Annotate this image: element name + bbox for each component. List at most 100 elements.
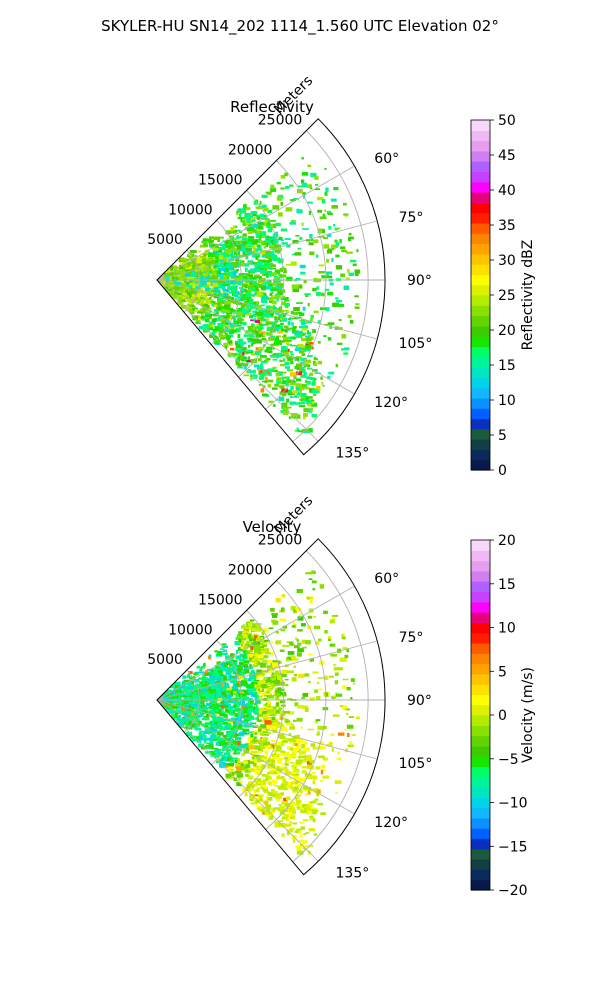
- radar-gate: [331, 748, 334, 753]
- colorbar-tick-label: 30: [498, 253, 516, 269]
- radar-gate: [194, 268, 200, 272]
- radar-gate: [321, 768, 326, 771]
- radar-gate: [250, 802, 258, 805]
- radar-gate: [232, 285, 239, 288]
- radar-gate: [269, 257, 272, 261]
- radar-gate: [163, 273, 168, 275]
- radar-gate: [330, 733, 335, 736]
- radar-gate: [227, 258, 235, 262]
- radar-gate: [176, 293, 183, 295]
- radar-gate: [263, 283, 267, 286]
- radar-gate: [251, 627, 255, 632]
- radar-gate: [276, 381, 283, 384]
- radar-gate: [264, 811, 270, 816]
- radar-gate: [339, 239, 342, 244]
- radar-gate: [178, 697, 182, 699]
- radar-gate: [258, 328, 262, 331]
- radar-gate: [352, 263, 357, 267]
- radar-gate: [229, 661, 235, 665]
- radar-gate: [218, 761, 226, 764]
- radar-gate: [262, 643, 267, 647]
- radar-gate: [257, 650, 262, 655]
- radar-gate: [224, 304, 231, 309]
- radar-gate: [202, 238, 208, 242]
- radar-gate: [341, 705, 348, 710]
- radar-gate: [292, 766, 295, 771]
- radar-gate: [166, 276, 172, 279]
- radar-gate: [235, 770, 242, 774]
- radar-gate: [217, 697, 223, 702]
- radar-gate: [205, 318, 210, 323]
- radar-gate: [286, 263, 292, 266]
- radar-gate: [298, 285, 303, 289]
- radar-gate: [243, 630, 247, 633]
- radar-gate: [217, 670, 222, 674]
- radar-gate: [203, 723, 209, 727]
- radar-gate: [255, 673, 259, 676]
- radar-gate: [250, 276, 257, 280]
- colorbar-tick-label: 40: [498, 183, 516, 199]
- radar-gate: [200, 312, 204, 315]
- radar-gate: [304, 673, 310, 677]
- radar-gate: [300, 726, 303, 729]
- colorbar-swatch: [471, 325, 490, 337]
- radar-gate: [258, 748, 262, 751]
- radar-gate: [235, 665, 242, 669]
- radar-gate: [273, 807, 281, 810]
- radar-gate: [263, 697, 268, 701]
- radar-gate: [314, 798, 319, 801]
- radar-gate: [236, 766, 241, 771]
- radar-gate: [188, 298, 195, 304]
- radar-gate: [220, 278, 225, 281]
- radar-gate: [303, 362, 309, 365]
- radar-gate: [309, 809, 316, 812]
- radar-gate: [241, 669, 245, 672]
- colorbar-swatch: [471, 838, 490, 850]
- radar-gate: [198, 733, 206, 737]
- radar-gate: [270, 337, 273, 340]
- radar-gate: [279, 806, 285, 810]
- radar-gate: [229, 712, 235, 716]
- radar-gate: [317, 341, 321, 344]
- radar-gate: [220, 663, 225, 667]
- radar-gate: [274, 327, 279, 332]
- radar-gate: [250, 751, 258, 754]
- radar-gate: [321, 292, 325, 297]
- radar-gate: [230, 354, 236, 357]
- radar-gate: [299, 390, 302, 394]
- colorbar-swatch: [471, 735, 490, 747]
- radar-gate: [262, 380, 266, 383]
- radar-gate: [280, 363, 286, 367]
- radar-gate: [215, 684, 222, 689]
- radar-gate: [197, 315, 200, 318]
- radar-gate: [256, 662, 264, 666]
- radar-gate: [300, 271, 306, 275]
- radar-gate: [288, 776, 292, 780]
- radar-gate: [271, 779, 276, 783]
- radar-gate: [261, 277, 265, 280]
- radar-gate: [256, 669, 262, 674]
- radar-gate: [278, 707, 281, 712]
- radar-gate: [282, 625, 287, 629]
- radar-gate: [311, 402, 317, 407]
- radar-gate: [233, 704, 236, 709]
- radar-gate: [270, 264, 276, 267]
- radar-gate: [254, 679, 260, 682]
- radar-gate: [272, 691, 275, 695]
- radar-gate: [235, 680, 242, 685]
- radar-gate: [205, 751, 210, 754]
- radar-gate: [191, 315, 199, 318]
- radar-gate: [260, 373, 266, 377]
- radar-gate: [283, 797, 288, 803]
- radar-gate: [197, 250, 202, 253]
- range-tick-label: 25000: [258, 113, 303, 129]
- sector-outline: [156, 538, 386, 876]
- colorbar-swatch: [471, 591, 490, 603]
- radar-gate: [247, 308, 252, 311]
- radar-gate: [209, 739, 213, 744]
- radar-gate: [305, 239, 311, 242]
- radar-gate: [247, 239, 255, 242]
- radar-gate: [300, 374, 306, 378]
- radar-gate: [170, 684, 177, 689]
- radar-gate: [185, 281, 193, 285]
